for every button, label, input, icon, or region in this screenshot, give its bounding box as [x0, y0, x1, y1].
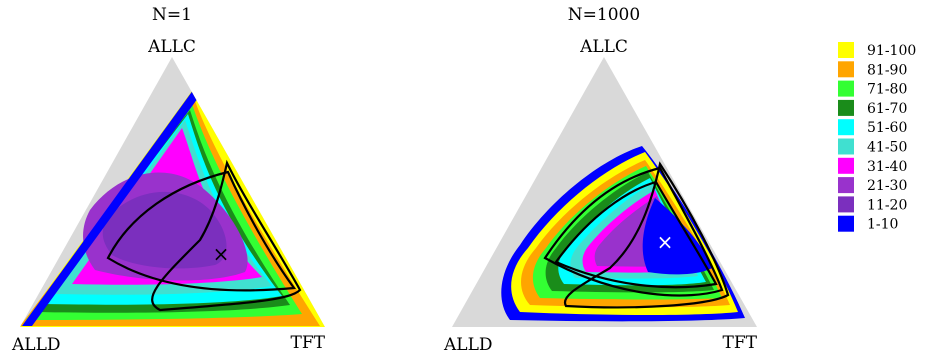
marker-left: ×: [213, 242, 230, 266]
orbit-left-outer: [151, 159, 302, 312]
panel-right-label-top: ALLC: [579, 37, 628, 57]
legend-swatch-2: [838, 80, 854, 97]
panel-left-label-bottom-left: ALLD: [11, 335, 61, 355]
legend-label-7: 21-30: [867, 178, 907, 194]
orbits-left: [106, 159, 302, 312]
orbit-right-mid: [554, 180, 718, 289]
legend: 91-100 81-90 71-80 61-70 51-60 41-50 31-40 21-3…: [838, 42, 916, 233]
orbit-right-inner: [543, 166, 724, 297]
legend-swatch-6: [838, 157, 854, 174]
band-left-blue: [22, 86, 198, 326]
legend-swatch-7: [838, 177, 854, 194]
legend-swatch-5: [838, 138, 854, 155]
legend-label-9: 1-10: [867, 217, 898, 233]
legend-label-4: 51-60: [867, 120, 907, 136]
marker-right: ×: [657, 230, 674, 254]
legend-label-1: 81-90: [867, 62, 907, 78]
legend-label-2: 71-80: [867, 82, 907, 98]
band-right-blue-core: [642, 198, 712, 275]
band-left-purple: [102, 191, 227, 269]
legend-label-6: 31-40: [867, 159, 907, 175]
legend-label-3: 61-70: [867, 101, 907, 117]
orbits-right: [543, 161, 730, 309]
legend-swatch-8: [838, 196, 854, 213]
panel-left: N=1 ALLC ALLD TFT ×: [11, 5, 326, 355]
legend-label-8: 11-20: [867, 197, 907, 213]
legend-swatch-4: [838, 119, 854, 136]
panel-left-title: N=1: [152, 5, 192, 25]
panel-right-label-bottom-right: TFT: [723, 333, 758, 353]
panel-left-label-top: ALLC: [147, 37, 196, 57]
panel-left-label-bottom-right: TFT: [291, 333, 326, 353]
legend-label-0: 91-100: [867, 43, 916, 59]
legend-swatch-1: [838, 61, 854, 78]
heatmap-right: [501, 146, 745, 322]
legend-label-5: 41-50: [867, 140, 907, 156]
heatmap-left: [20, 86, 325, 327]
legend-swatch-9: [838, 215, 854, 232]
legend-swatch-0: [838, 42, 854, 58]
panel-right: N=1000 ALLC ALLD TFT ×: [443, 5, 758, 355]
orbit-right-outer: [563, 161, 730, 309]
panel-right-title: N=1000: [568, 5, 640, 25]
orbit-left-inner: [106, 170, 297, 292]
panel-right-label-bottom-left: ALLD: [443, 335, 493, 355]
legend-swatch-3: [838, 99, 854, 116]
